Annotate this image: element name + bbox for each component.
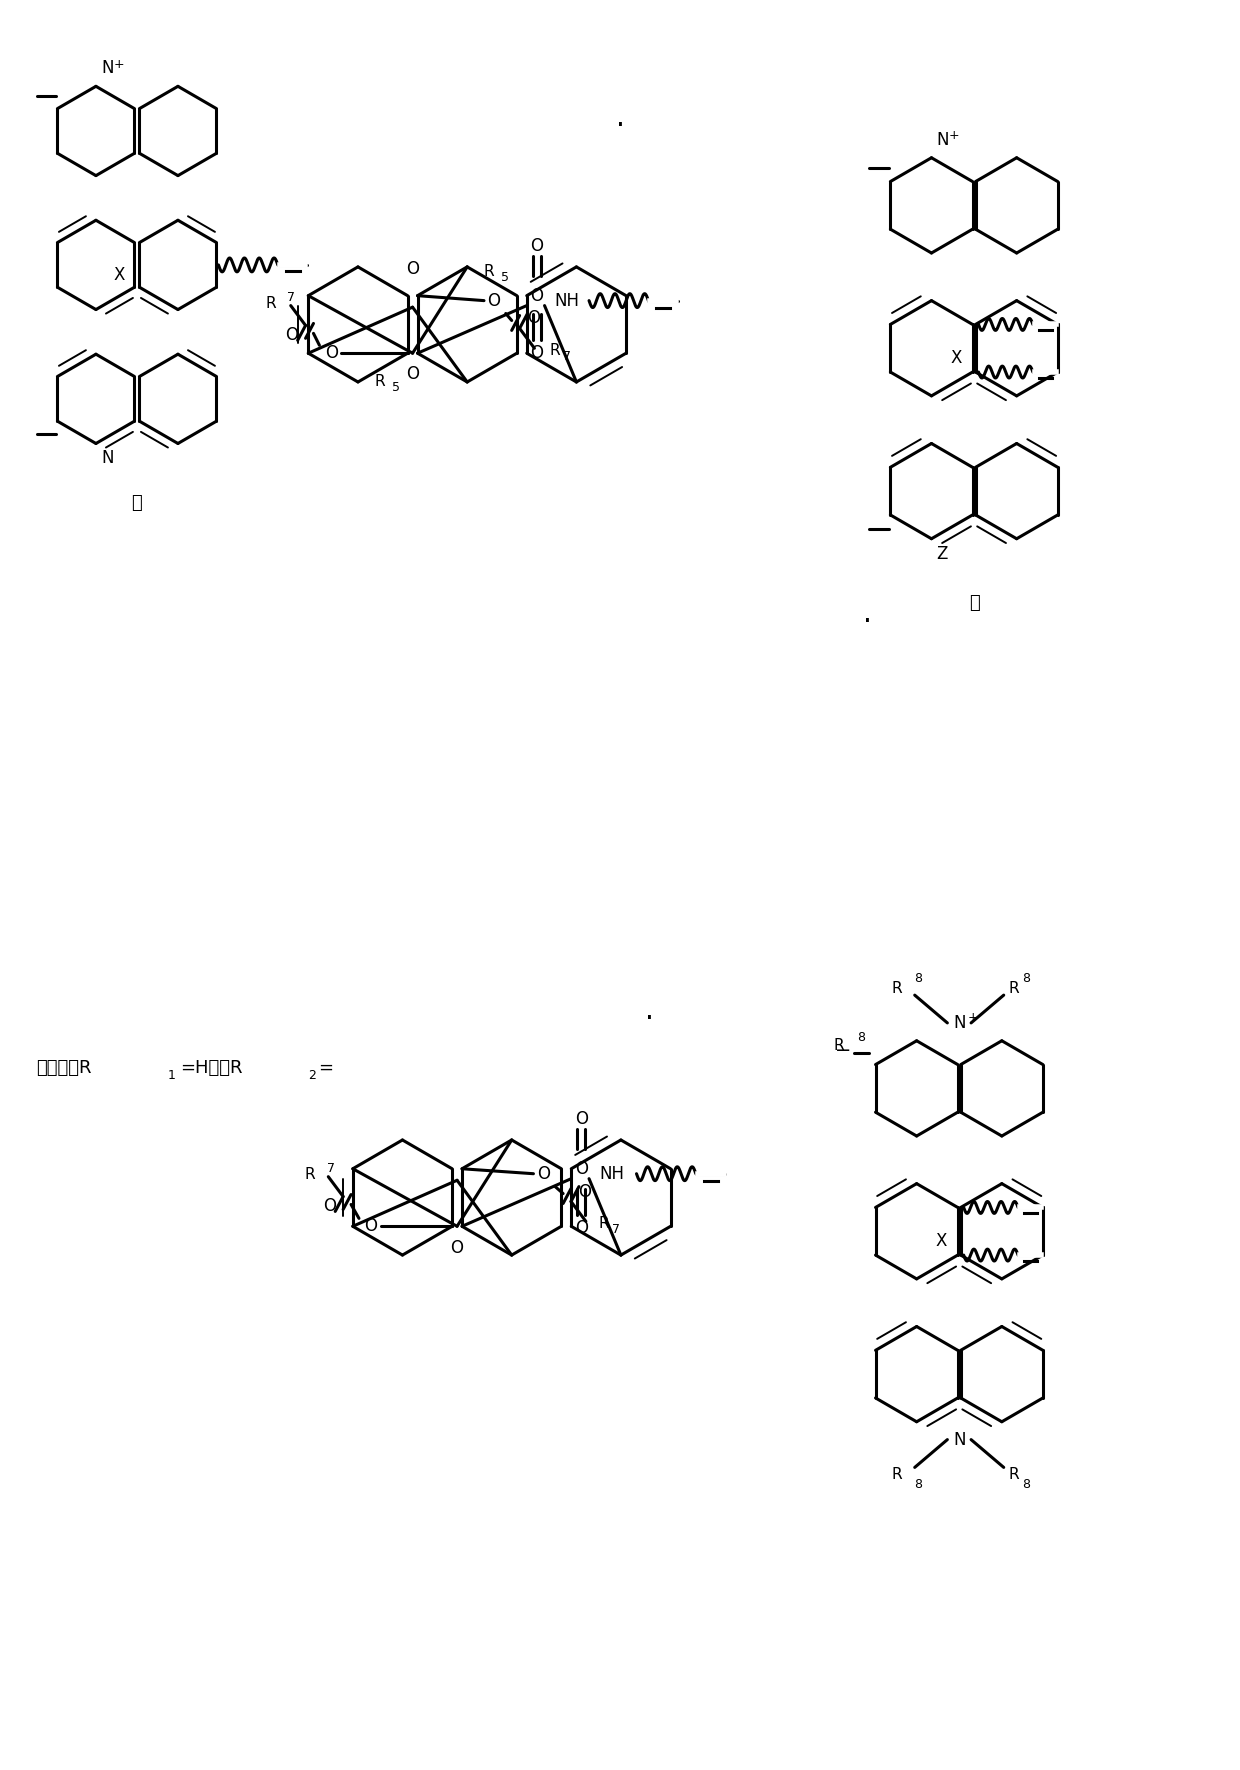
Text: 或，其中R: 或，其中R — [37, 1058, 92, 1076]
Text: O: O — [578, 1182, 591, 1200]
Text: O: O — [574, 1110, 588, 1127]
Text: O: O — [450, 1239, 464, 1257]
Text: N: N — [954, 1430, 966, 1448]
Text: O: O — [285, 326, 298, 345]
Text: =: = — [319, 1058, 334, 1076]
Text: N: N — [100, 60, 113, 78]
Text: R: R — [1008, 1467, 1019, 1481]
Text: O: O — [405, 365, 419, 382]
Text: ·: · — [645, 1005, 655, 1034]
Text: O: O — [527, 310, 539, 327]
Text: R: R — [1008, 981, 1019, 997]
Text: R: R — [892, 1467, 901, 1481]
Text: 8: 8 — [1023, 1478, 1030, 1490]
Text: O: O — [574, 1159, 588, 1177]
Text: +: + — [113, 58, 124, 71]
Text: 8: 8 — [914, 972, 921, 984]
Text: O: O — [531, 343, 543, 363]
Text: O: O — [487, 292, 501, 310]
Text: O: O — [537, 1165, 549, 1182]
Text: R: R — [265, 296, 275, 312]
Text: +: + — [967, 1011, 978, 1025]
Text: X: X — [951, 349, 962, 366]
Text: 7: 7 — [327, 1163, 335, 1175]
Text: N: N — [936, 131, 949, 149]
Text: N: N — [954, 1014, 966, 1032]
Text: ·: · — [615, 112, 625, 140]
Text: 8: 8 — [914, 1478, 921, 1490]
Text: R: R — [599, 1216, 609, 1230]
Text: ·: · — [863, 609, 872, 635]
Text: +: + — [949, 129, 960, 142]
Text: O: O — [531, 237, 543, 255]
Text: 5: 5 — [392, 381, 399, 395]
Text: 8: 8 — [1023, 972, 1030, 984]
Text: O: O — [325, 343, 337, 363]
Text: X: X — [113, 266, 125, 283]
Text: NH: NH — [554, 292, 579, 310]
Text: 2: 2 — [309, 1069, 316, 1081]
Text: O: O — [531, 287, 543, 304]
Text: O: O — [574, 1220, 588, 1237]
Text: R: R — [374, 375, 386, 389]
Text: 8: 8 — [857, 1032, 866, 1044]
Text: Z: Z — [936, 545, 947, 563]
Text: −: − — [835, 1041, 852, 1060]
Text: X: X — [936, 1232, 947, 1250]
Text: 惑: 惑 — [131, 494, 143, 512]
Text: R: R — [484, 264, 495, 280]
Text: R: R — [549, 343, 560, 358]
Text: R: R — [892, 981, 901, 997]
Text: =H并且R: =H并且R — [180, 1058, 243, 1076]
Text: NH: NH — [599, 1165, 624, 1182]
Text: O: O — [405, 260, 419, 278]
Text: N: N — [100, 450, 113, 467]
Text: O: O — [365, 1218, 377, 1235]
Text: 7: 7 — [613, 1223, 620, 1235]
Text: 惑: 惑 — [968, 595, 980, 612]
Text: O: O — [322, 1198, 336, 1216]
Text: 7: 7 — [563, 350, 572, 363]
Text: 1: 1 — [169, 1069, 176, 1081]
Text: R: R — [305, 1166, 315, 1182]
Text: 5: 5 — [501, 271, 508, 285]
Text: 7: 7 — [286, 290, 295, 304]
Text: R: R — [833, 1039, 844, 1053]
